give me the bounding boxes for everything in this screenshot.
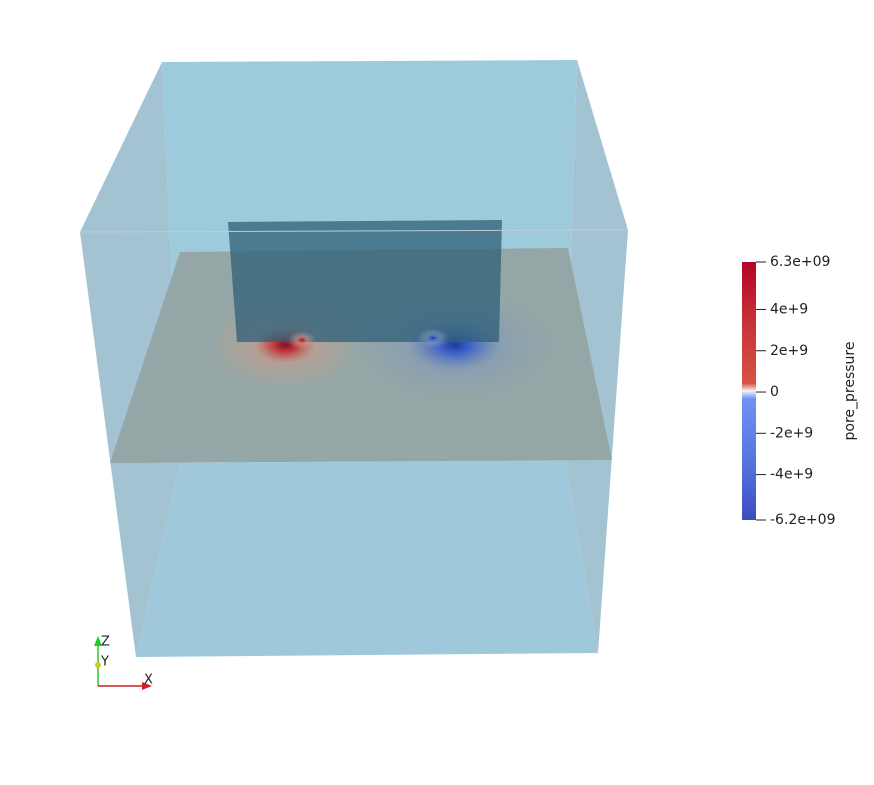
- box-left: [80, 62, 180, 657]
- z-label: Z: [101, 635, 110, 650]
- axes-triad: Z Y X: [94, 635, 153, 690]
- z-arrow: [94, 636, 102, 646]
- colorbar-tick-label: 6.3e+09: [770, 254, 830, 270]
- colorbar-tick-label: 0: [770, 384, 779, 400]
- y-axis: [95, 662, 101, 668]
- box-edge: [79, 229, 629, 233]
- colorbar-tick-label: -2e+9: [770, 425, 813, 441]
- box-right: [565, 60, 628, 653]
- pressure-peak: [288, 331, 316, 349]
- x-label: X: [144, 673, 153, 688]
- colorbar-tick-label: -6.2e+09: [770, 512, 835, 528]
- pressure-trough: [417, 328, 449, 348]
- colorbar: [742, 262, 756, 520]
- mesh-box: [79, 60, 629, 657]
- colorbar-title: pore_pressure: [842, 342, 858, 441]
- y-label: Y: [100, 655, 109, 670]
- x-arrow: [142, 682, 152, 690]
- colorbar-tick-label: 2e+9: [770, 343, 808, 359]
- colorbar-tick-label: 4e+9: [770, 301, 808, 317]
- box-bottom: [136, 460, 598, 657]
- colorbar-tick-label: -4e+9: [770, 467, 813, 483]
- well-plane: [228, 220, 502, 342]
